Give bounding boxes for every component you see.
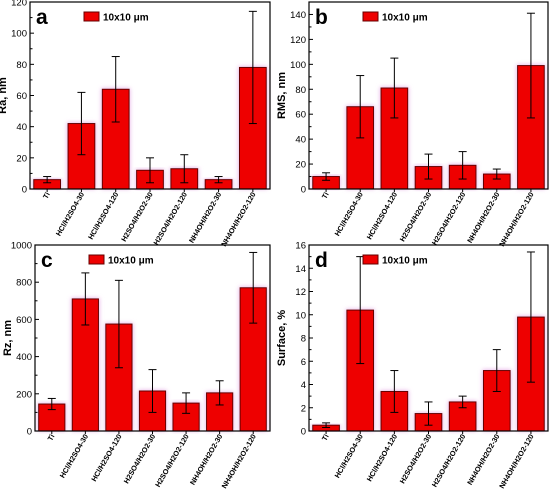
y-tick-label-5: 10: [295, 310, 306, 321]
x-tick-label-3: H2SO4/H2O2-30: [119, 191, 155, 244]
y-tick-label-2: 4: [301, 380, 306, 391]
legend-label: 10x10 μm: [108, 256, 154, 267]
x-tick-label-1: HCl/H2SO4-30: [333, 433, 365, 480]
legend-label: 10x10 μm: [103, 13, 149, 24]
y-tick-label-1: 200: [16, 389, 32, 400]
legend-swatch: [362, 254, 379, 265]
y-tick-label-1: 20: [295, 160, 306, 171]
y-tick-label-5: 100: [11, 29, 27, 40]
x-tick-label-6: NH4OH/H2O2-120: [220, 433, 258, 489]
y-tick-label-1: 2: [301, 403, 306, 414]
x-tick-label-2: HCl/H2SO4-120: [89, 433, 123, 484]
legend-swatch: [83, 11, 100, 22]
panel-label: d: [315, 249, 328, 272]
legend-label: 10x10 μm: [382, 256, 428, 267]
x-tick-label-0: Ti: [320, 433, 331, 443]
x-tick-label-4: H2SO4/H2O2-120: [151, 191, 189, 247]
x-tick-label-5: NH4OH/H2O2-30: [188, 433, 224, 487]
y-tick-label-4: 80: [16, 60, 27, 71]
y-tick-label-5: 1000: [11, 241, 32, 252]
y-tick-label-2: 40: [16, 122, 27, 133]
y-tick-label-2: 400: [16, 352, 32, 363]
legend-swatch: [88, 254, 105, 265]
x-tick-label-3: H2SO4/H2O2-30: [398, 433, 434, 486]
panel-label: c: [41, 249, 53, 272]
y-tick-label-3: 60: [16, 91, 27, 102]
y-axis-label: Rz, nm: [2, 320, 14, 356]
x-tick-label-3: H2SO4/H2O2-30: [398, 191, 434, 244]
y-axis-label: RMS, nm: [276, 72, 288, 119]
x-tick-label-6: NH4OH/H2O2-120: [497, 191, 535, 249]
y-tick-label-6: 120: [290, 35, 306, 46]
y-tick-label-3: 6: [301, 357, 306, 368]
chart-panel-c: Ti HCl/H2SO4-30 HCl/H2SO4-120H2SO4/H2O2-30…: [2, 241, 271, 489]
y-tick-label-7: 14: [295, 264, 306, 275]
x-tick-label-6: NH4OH/H2O2-120: [497, 433, 535, 489]
y-tick-label-4: 8: [301, 334, 306, 345]
x-tick-label-5: NH4OH/H2O2-30: [465, 191, 501, 245]
y-tick-label-2: 40: [295, 135, 306, 146]
x-tick-label-2: HCl/H2SO4-120: [365, 433, 399, 484]
y-tick-label-0: 0: [301, 185, 306, 196]
chart-panel-a: Ti HCl/H2SO4-30 HCl/H2SO4-120H2SO4/H2O2-30…: [0, 0, 271, 249]
x-tick-label-1: HCl/H2SO4-30: [58, 433, 90, 480]
chart-panel-d: Ti HCl/H2SO4-30 HCl/H2SO4-120H2SO4/H2O2-30…: [276, 241, 549, 489]
y-tick-label-0: 0: [301, 427, 306, 438]
y-tick-label-7: 140: [290, 10, 306, 21]
chart-panel-b: Ti HCl/H2SO4-30 HCl/H2SO4-120H2SO4/H2O2-30…: [276, 1, 549, 249]
legend-label: 10x10 μm: [382, 13, 428, 24]
x-tick-label-2: HCl/H2SO4-120: [86, 191, 120, 242]
y-tick-label-5: 100: [290, 60, 306, 71]
plot-frame: [308, 1, 549, 190]
y-tick-label-6: 12: [295, 287, 306, 298]
y-tick-label-4: 80: [295, 85, 306, 96]
x-tick-label-4: H2SO4/H2O2-120: [430, 432, 468, 488]
x-tick-label-1: HCl/H2SO4-30: [333, 191, 365, 238]
y-axis-label: Surface, %: [276, 310, 288, 366]
panel-label: a: [36, 6, 48, 29]
x-tick-label-3: H2SO4/H2O2-30: [122, 433, 158, 486]
y-tick-label-3: 600: [16, 315, 32, 326]
y-tick-label-8: 16: [295, 241, 306, 252]
y-tick-label-1: 20: [16, 153, 27, 164]
x-tick-label-0: Ti: [41, 191, 52, 201]
x-tick-label-5: NH4OH/H2O2-30: [187, 190, 223, 244]
x-tick-label-4: H2SO4/H2O2-120: [430, 190, 468, 246]
x-tick-label-0: Ti: [46, 433, 57, 443]
y-tick-label-6: 120: [11, 0, 27, 9]
x-tick-label-1: HCl/H2SO4-30: [54, 191, 86, 238]
panel-label: b: [315, 6, 328, 29]
y-tick-label-0: 0: [27, 427, 32, 438]
x-tick-label-2: HCl/H2SO4-120: [365, 191, 399, 242]
x-tick-label-0: Ti: [320, 191, 331, 201]
legend-swatch: [362, 11, 379, 22]
y-tick-label-4: 800: [16, 278, 32, 289]
x-tick-label-5: NH4OH/H2O2-30: [465, 433, 501, 487]
x-tick-label-4: H2SO4/H2O2-120: [153, 433, 191, 489]
y-tick-label-3: 60: [295, 110, 306, 121]
y-tick-label-0: 0: [22, 185, 27, 196]
y-axis-label: Ra, nm: [0, 77, 9, 114]
x-tick-label-6: NH4OH/H2O2-120: [219, 191, 257, 249]
